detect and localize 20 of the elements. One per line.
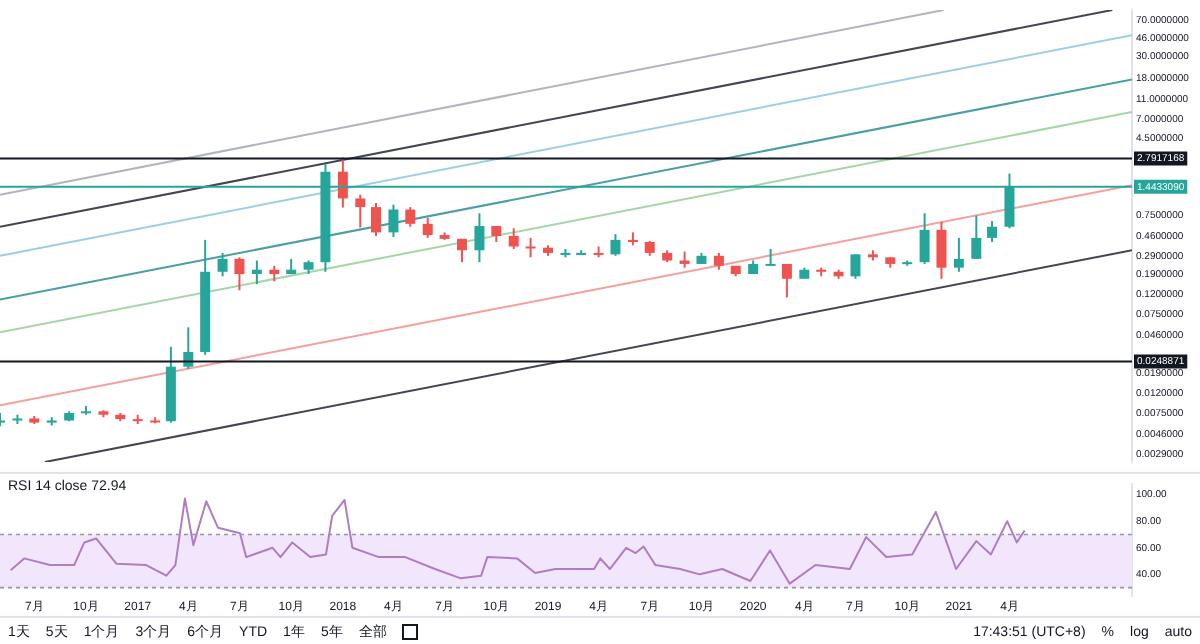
candlestick: [781, 262, 792, 299]
candlestick: [508, 227, 519, 250]
candlestick: [371, 201, 382, 237]
candlestick: [405, 206, 416, 228]
candlestick: [953, 236, 964, 273]
candlestick: [474, 212, 485, 264]
candlestick: [987, 220, 998, 243]
candlestick: [388, 203, 399, 238]
candlestick: [234, 256, 245, 292]
candlestick: [422, 216, 433, 239]
candlestick: [251, 259, 262, 286]
candlestick: [337, 156, 348, 209]
candlestick: [971, 214, 982, 260]
candlestick: [850, 253, 861, 280]
candlestick: [936, 220, 947, 280]
candlestick: [610, 233, 621, 257]
candlestick: [355, 193, 366, 229]
candlestick: [919, 212, 930, 265]
candlestick: [525, 236, 536, 259]
candlestick: [217, 251, 228, 278]
